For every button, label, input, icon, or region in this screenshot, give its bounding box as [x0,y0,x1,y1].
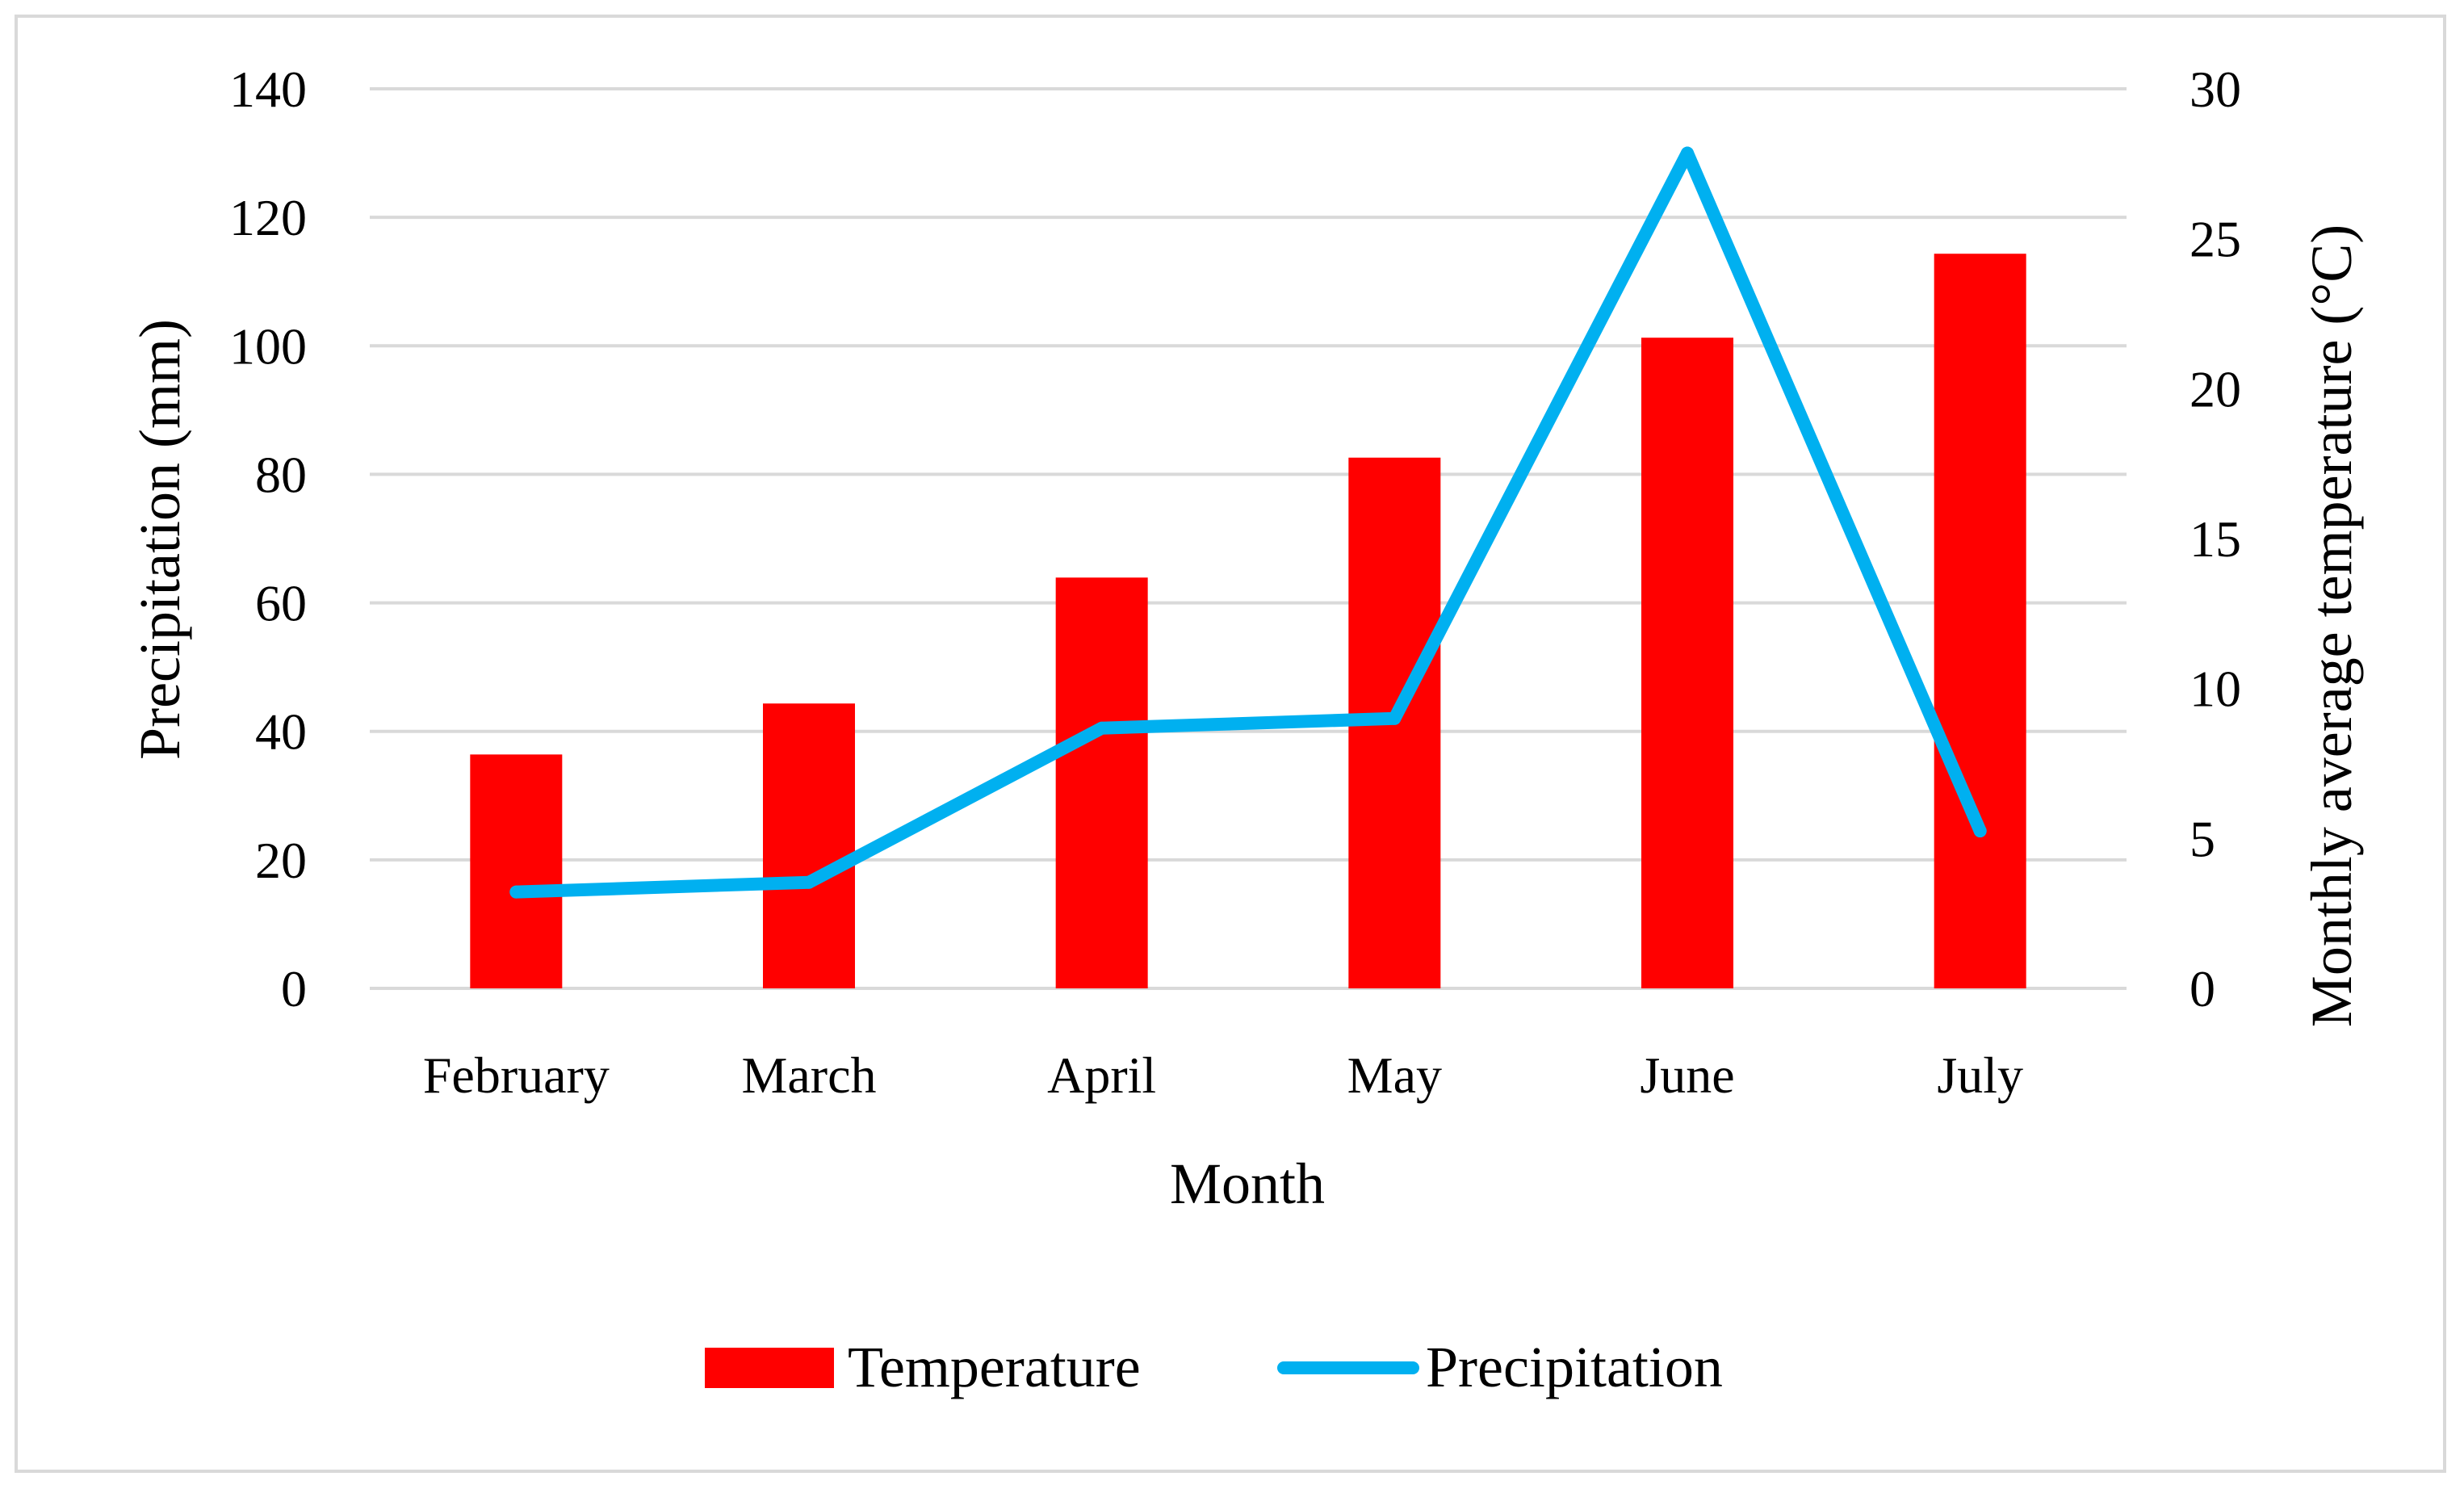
x-tick-label: May [1347,1046,1442,1104]
x-axis-title: Month [1170,1151,1325,1216]
precipitation-point [1388,711,1402,725]
right-tick-label: 15 [2190,510,2241,568]
chart-frame [15,15,2446,1473]
precipitation-point [1095,721,1108,735]
right-tick-label: 20 [2190,360,2241,417]
precipitation-line-group [509,146,1987,899]
left-tick-label: 20 [255,832,307,889]
left-tick-label: 0 [281,960,307,1017]
right-tick-label: 10 [2190,661,2241,718]
left-tick-label: 140 [229,61,307,118]
left-axis-ticks: 0 20 40 60 80 100 120 140 [229,61,307,1017]
left-tick-label: 100 [229,317,307,375]
legend-temperature-label: Temperature [848,1335,1141,1399]
precipitation-line [509,146,1987,899]
right-axis-ticks: 0 5 10 15 20 25 30 [2190,61,2241,1017]
temperature-bar [1641,338,1733,988]
precipitation-point [1973,824,1987,838]
x-tick-label: April [1047,1046,1156,1104]
temperature-bar [763,703,855,988]
temperature-bar [1055,577,1148,988]
right-tick-label: 5 [2190,810,2215,867]
left-tick-label: 120 [229,189,307,246]
temperature-bar [470,754,563,988]
x-axis-ticks: February March April May June July [423,1046,2023,1104]
precipitation-point [802,875,815,889]
left-tick-label: 60 [255,575,307,632]
legend-precipitation-label: Precipitation [1426,1335,1723,1399]
precipitation-point [1681,146,1694,160]
precipitation-point [509,885,523,899]
right-tick-label: 25 [2190,211,2241,268]
legend: Temperature Precipitation [705,1335,1723,1399]
x-tick-label: June [1640,1046,1734,1104]
y-axis-right-title: Monthly average temperature (°C) [2299,224,2364,1027]
x-tick-label: March [741,1046,876,1104]
right-tick-label: 30 [2190,61,2241,118]
right-tick-label: 0 [2190,960,2215,1017]
x-tick-label: February [423,1046,610,1104]
left-tick-label: 80 [255,446,307,503]
y-axis-left-title: Precipitation (mm) [128,319,192,760]
gridlines [370,87,2127,990]
temperature-bars [470,254,2026,988]
legend-temperature-swatch [705,1348,834,1388]
temperature-bar [1934,254,2026,988]
left-tick-label: 40 [255,703,307,761]
x-tick-label: July [1937,1046,2023,1104]
